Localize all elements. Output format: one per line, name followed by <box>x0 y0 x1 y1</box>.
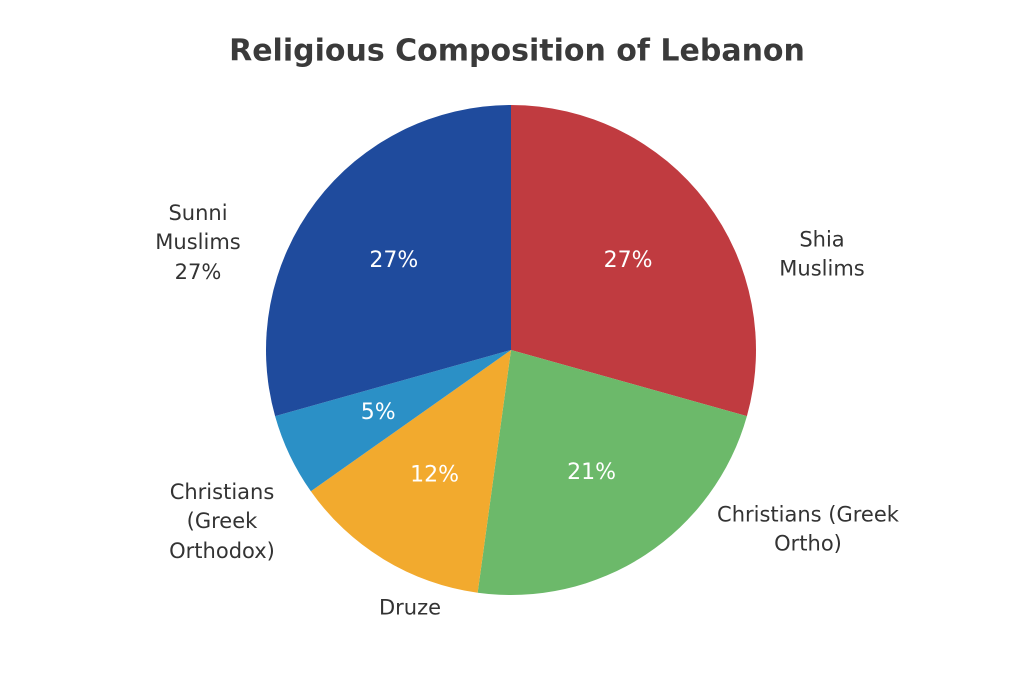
outer-value-label: 27% <box>174 259 222 284</box>
pie-slice <box>477 350 747 596</box>
value-label: 12% <box>410 463 459 488</box>
category-label: Sunni Muslims <box>155 200 241 255</box>
slice-label: Shia Muslims <box>757 226 887 285</box>
pie-slice <box>265 104 511 417</box>
chart-title: Religious Composition of Lebanon <box>229 34 805 69</box>
category-label: Christians (Greek Ortho) <box>717 502 899 556</box>
value-label: 27% <box>369 248 418 273</box>
value-label: 5% <box>361 400 396 425</box>
slice-label: Druze <box>350 593 470 622</box>
value-label: 27% <box>604 248 653 273</box>
pie-slice <box>511 105 756 417</box>
category-label: Shia Muslims <box>779 227 865 281</box>
slice-label: Christians (Greek Ortho) <box>713 501 903 560</box>
pie-slice <box>275 350 511 492</box>
slice-label: Christians (Greek Orthodox) <box>142 478 302 566</box>
category-label: Christians (Greek Orthodox) <box>169 479 275 563</box>
category-label: Druze <box>378 595 442 620</box>
slice-label: Sunni Muslims 27% <box>143 199 253 287</box>
value-label: 21% <box>567 460 616 485</box>
pie-slice <box>310 350 511 593</box>
